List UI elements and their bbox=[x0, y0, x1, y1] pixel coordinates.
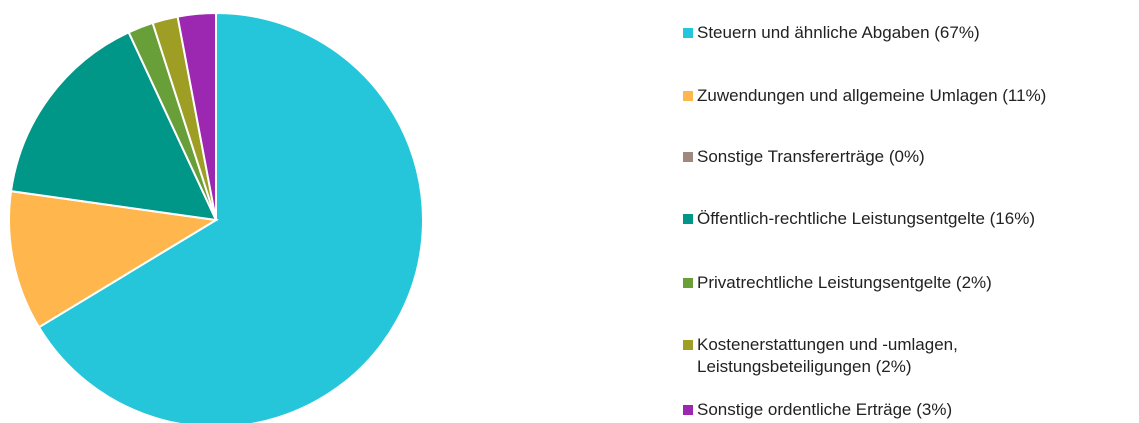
legend-item: Steuern und ähnliche Abgaben (67%) bbox=[683, 22, 980, 44]
legend-label: Privatrechtliche Leistungsentgelte (2%) bbox=[697, 273, 992, 292]
legend-swatch bbox=[683, 405, 693, 415]
legend-label: Öffentlich-rechtliche Leistungsentgelte … bbox=[697, 209, 1035, 228]
legend-item: Zuwendungen und allgemeine Umlagen (11%) bbox=[683, 85, 1046, 107]
pie-slice bbox=[8, 189, 219, 329]
legend-item: Kostenerstattungen und -umlagen, Leistun… bbox=[683, 334, 958, 378]
legend-label: Zuwendungen und allgemeine Umlagen (11%) bbox=[697, 86, 1047, 105]
pie bbox=[8, 11, 424, 423]
legend-label: Kostenerstattungen und -umlagen, Leistun… bbox=[697, 335, 958, 376]
legend-swatch bbox=[683, 214, 693, 224]
legend-swatch bbox=[683, 28, 693, 38]
pie-slice bbox=[37, 11, 424, 423]
legend-swatch bbox=[683, 278, 693, 288]
legend-label: Sonstige ordentliche Erträge (3%) bbox=[697, 400, 953, 419]
legend-item: Privatrechtliche Leistungsentgelte (2%) bbox=[683, 272, 992, 294]
pie-slice bbox=[9, 30, 218, 222]
pie-slice bbox=[176, 11, 217, 221]
legend-item: Öffentlich-rechtliche Leistungsentgelte … bbox=[683, 208, 1035, 230]
legend-swatch bbox=[683, 340, 693, 350]
legend-swatch bbox=[683, 91, 693, 101]
legend-label: Steuern und ähnliche Abgaben (67%) bbox=[697, 23, 980, 42]
legend-item: Sonstige ordentliche Erträge (3%) bbox=[683, 399, 952, 421]
legend-label: Sonstige Transfererträge (0%) bbox=[697, 147, 925, 166]
legend-swatch bbox=[683, 152, 693, 162]
legend-item: Sonstige Transfererträge (0%) bbox=[683, 146, 925, 168]
